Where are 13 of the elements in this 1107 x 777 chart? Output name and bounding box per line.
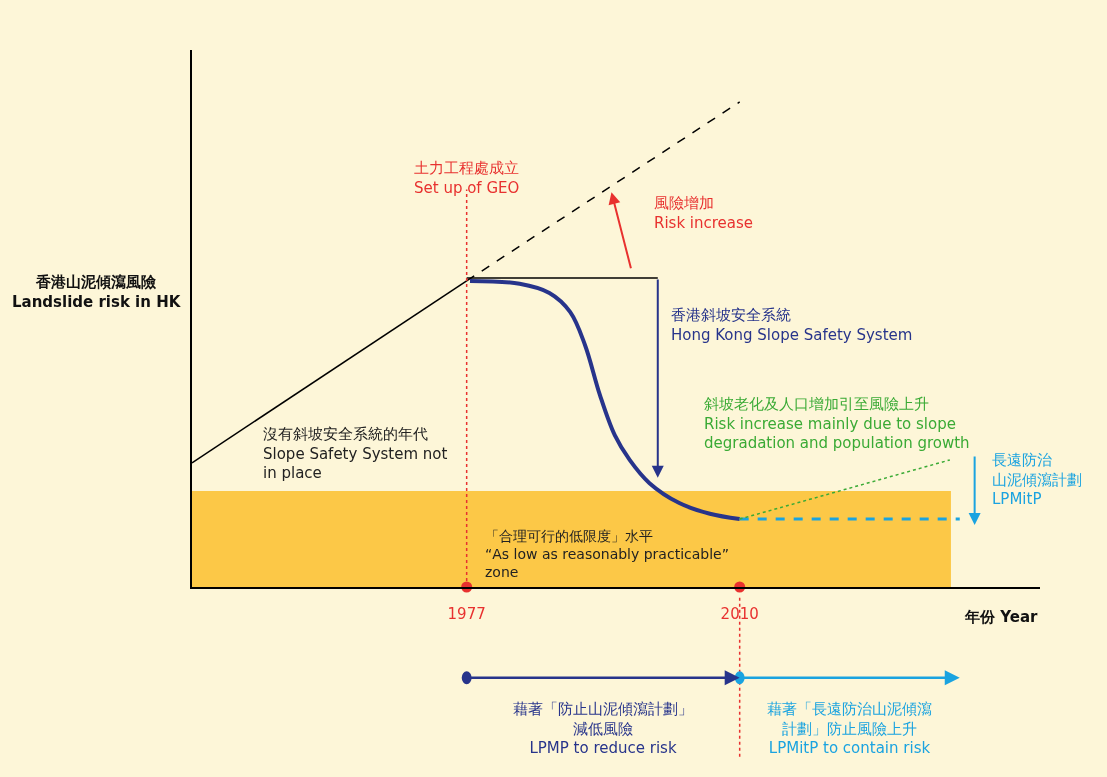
ref-line-label: 土力工程處成立 Set up of GEO — [414, 159, 520, 197]
x-tick-label: 1977 — [447, 604, 486, 623]
annotation: 風險增加 Risk increase — [654, 194, 754, 232]
x-axis-title: 年份 Year — [964, 608, 1038, 626]
x-tick-label: 2010 — [720, 604, 759, 623]
band-label: 「合理可行的低限度」水平 “As low as reasonably practicable” zone — [485, 528, 729, 581]
annotation: 斜坡老化及人口增加引至風險上升 Risk increase mainly due to slope degradation and population growth — [704, 395, 970, 452]
annotation: 香港斜坡安全系統 Hong Kong Slope Safety System — [671, 306, 913, 344]
y-axis-title: 香港山泥傾瀉風險 Landslide risk in HK — [12, 273, 182, 311]
annotation: 沒有斜坡安全系統的年代 Slope Safety System not in place — [263, 425, 448, 482]
text: 藉著「長遠防治山泥傾瀉計劃」防止風險上升 LPMitP to contain risk — [767, 700, 932, 757]
text: 藉著「防止山泥傾瀉計劃」減低風險 LPMP to reduce risk — [513, 700, 693, 757]
annotation: 長遠防治山泥傾瀉計劃 LPMitP — [992, 451, 1082, 508]
